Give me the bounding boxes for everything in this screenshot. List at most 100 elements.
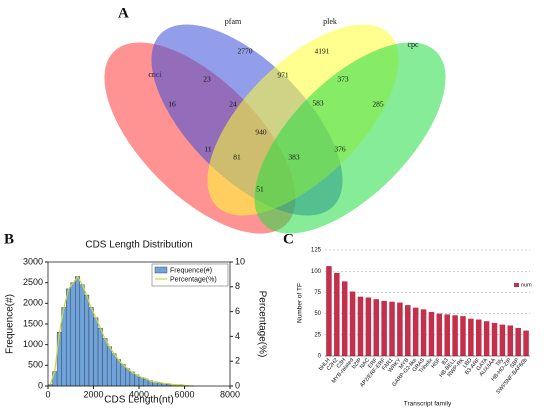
region-count: 376 [334,145,346,154]
histogram-bar [111,353,117,387]
y2-tick-label: 4 [235,331,240,341]
region-count: 971 [277,71,289,80]
region-count: 383 [288,153,300,162]
x-tick-label: 0 [45,389,50,399]
histogram-bar [102,338,108,387]
bar [405,305,411,356]
histogram-bar [65,288,71,387]
bar [475,319,482,356]
bar [428,311,435,356]
y-tick-label: 0 [318,354,322,360]
panel-label: B [4,231,14,247]
set-ellipse [254,42,446,234]
y2-tick-label: 0 [235,380,240,390]
histogram-bar [88,307,94,387]
histogram-bar [138,377,144,387]
bar [491,322,498,356]
bar [373,299,380,356]
bar [515,328,521,356]
histogram-bar [116,359,121,387]
x-tick-label: Tify [495,357,505,368]
y2-tick-label: 6 [235,306,240,316]
set-label: pfam [225,17,242,26]
bar [483,321,490,356]
y-tick-label: 500 [28,360,43,370]
region-count: 285 [372,100,384,109]
legend-label: Percentage(%) [170,276,217,283]
histogram-bar [120,364,126,387]
y2-axis-label: Percentage(%) [256,291,267,358]
histogram-bar [93,317,99,387]
histogram-bar [75,276,81,387]
histogram-bar [97,327,103,387]
histogram-bar [134,374,140,387]
histogram-bar [70,282,76,387]
bar [326,266,332,356]
histogram-bar [79,284,85,387]
bar [341,281,348,356]
y-tick-label: 2500 [23,277,43,287]
region-count: 16 [168,100,176,109]
bar [412,307,419,356]
x-axis-label: CDS Length(nt) [104,395,173,406]
bar [381,300,387,356]
legend-label: Frequence(#) [170,267,212,274]
y-axis-label: Number of TF [297,283,304,323]
region-count: 940 [255,128,267,137]
bar [420,309,427,356]
y-tick-label: 50 [314,311,321,317]
bar [452,315,458,356]
histogram-bar [56,332,62,387]
region-count: 24 [229,100,237,109]
bar [357,296,364,356]
legend-swatch [154,266,168,274]
region-count: 2770 [238,47,253,56]
panel-label: C [283,231,294,247]
y-tick-label: 3000 [23,256,43,266]
y-tick-label: 2000 [23,298,43,308]
y-tick-label: 75 [314,290,321,296]
region-count: 81 [233,153,241,162]
x-tick-label: C3H [336,357,348,369]
region-count: 583 [312,99,324,108]
legend-label: num [521,282,532,288]
x-tick-label: 8000 [220,389,240,399]
x-tick-label: 2000 [83,389,103,399]
y-tick-label: 0 [38,380,43,390]
y-axis-label: Frequence(#) [5,294,16,354]
region-count: 4191 [315,47,330,56]
region-count: 11 [204,145,211,154]
bar [523,330,529,356]
y-tick-label: 100 [311,269,322,275]
bar [389,301,395,356]
bar [334,272,340,356]
bar [436,313,443,356]
x-tick-label: LBD [462,357,473,369]
y-tick-label: 1500 [23,318,43,328]
x-tick-label: SBP [509,357,521,370]
bar [507,325,514,356]
bar [349,291,356,356]
set-label: cpc [407,40,419,49]
x-axis-label: Transcript family [404,401,452,408]
y-tick-label: 125 [311,248,322,254]
y2-tick-label: 8 [235,281,240,291]
histogram-bar [84,294,90,387]
histogram-bar [52,371,58,387]
legend-swatch [514,283,519,287]
y2-tick-label: 10 [235,256,245,266]
x-tick-label: 4000 [129,389,149,399]
bar [499,324,506,356]
chart-title: CDS Length Distribution [85,240,192,251]
legend-box [151,263,229,287]
region-count: 373 [337,75,349,84]
x-tick-label: 6000 [174,389,194,399]
y-tick-label: 25 [314,332,321,338]
bar [397,302,403,356]
region-count: 23 [203,75,211,84]
histogram-bar [125,368,131,387]
panel-label: A [118,5,129,21]
histogram-bar [129,371,135,387]
